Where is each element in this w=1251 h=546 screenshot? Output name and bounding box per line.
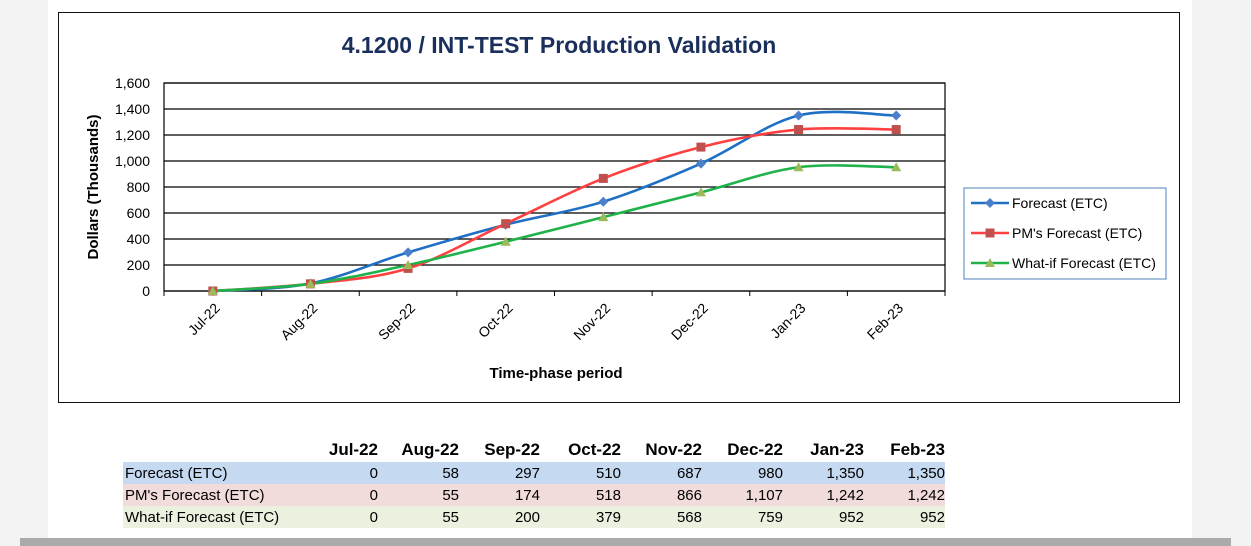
table-cell: 297 xyxy=(514,464,540,482)
horizontal-scrollbar[interactable] xyxy=(20,538,1231,546)
data-point xyxy=(403,247,414,258)
table-cell: 510 xyxy=(595,464,621,482)
x-tick-label: Dec-22 xyxy=(668,300,711,343)
column-header: Feb-23 xyxy=(890,440,945,459)
x-tick-label: Jul-22 xyxy=(185,300,223,338)
x-axis-label: Time-phase period xyxy=(489,365,622,382)
table-cell: 568 xyxy=(676,508,702,526)
table-cell: 518 xyxy=(595,486,621,504)
data-point xyxy=(598,212,609,222)
y-tick-label: 1,400 xyxy=(115,101,150,117)
column-header: Nov-22 xyxy=(645,440,702,459)
data-point xyxy=(305,278,316,288)
legend-marker xyxy=(985,228,995,238)
data-point xyxy=(695,158,706,169)
y-tick-label: 400 xyxy=(127,231,151,247)
row-label: Forecast (ETC) xyxy=(125,464,228,482)
table-cell: 200 xyxy=(514,508,540,526)
row-label: What-if Forecast (ETC) xyxy=(125,508,280,526)
data-point xyxy=(891,125,901,135)
legend: Forecast (ETC) PM's Forecast (ETC) What-if… xyxy=(963,187,1167,280)
data-point xyxy=(403,260,414,269)
y-tick-label: 600 xyxy=(127,205,151,221)
column-header: Dec-22 xyxy=(727,440,783,459)
chart-frame: 4.1200 / INT-TEST Production Validation … xyxy=(58,12,1180,403)
row-label: PM's Forecast (ETC) xyxy=(125,486,265,504)
data-point xyxy=(696,142,706,152)
data-point xyxy=(501,219,511,229)
table-cell: 980 xyxy=(757,464,783,482)
data-point xyxy=(891,110,902,121)
table-cell: 866 xyxy=(676,486,702,504)
table-cell: 1,350 xyxy=(907,464,945,482)
table-cell: 1,242 xyxy=(907,486,945,504)
column-header: Oct-22 xyxy=(568,440,621,459)
column-header: Aug-22 xyxy=(401,440,459,459)
data-point xyxy=(891,162,902,172)
series-line xyxy=(212,164,897,293)
data-point xyxy=(598,173,608,183)
data-point xyxy=(500,236,511,246)
legend-label: PM's Forecast (ETC) xyxy=(1012,225,1142,241)
legend-marker xyxy=(985,198,995,208)
series-line xyxy=(212,126,897,293)
legend-marker xyxy=(985,258,995,267)
table-cell: 1,107 xyxy=(745,486,783,504)
table-cell: 687 xyxy=(676,464,702,482)
y-tick-label: 200 xyxy=(127,257,151,273)
x-tick-label: Oct-22 xyxy=(475,300,516,341)
data-point xyxy=(695,187,706,197)
y-tick-label: 0 xyxy=(142,283,150,299)
line-chart: 4.1200 / INT-TEST Production Validation … xyxy=(85,32,1167,382)
table-cell: 55 xyxy=(442,508,459,526)
data-point xyxy=(207,286,218,295)
legend-label: Forecast (ETC) xyxy=(1012,195,1108,211)
data-point xyxy=(598,196,609,207)
x-tick-label: Nov-22 xyxy=(570,300,613,343)
x-tick-label: Aug-22 xyxy=(277,300,320,343)
table-cell: 952 xyxy=(919,508,945,526)
table-cell: 1,350 xyxy=(826,464,864,482)
data-point xyxy=(793,110,804,121)
data-table: Jul-22 Aug-22 Sep-22 Oct-22 Nov-22 Dec-22 Jan-… xyxy=(123,438,945,528)
table-header-row: Jul-22 Aug-22 Sep-22 Oct-22 Nov-22 Dec-22 Jan-… xyxy=(123,438,945,462)
y-tick-label: 1,000 xyxy=(115,153,150,169)
table-cell: 174 xyxy=(514,486,540,504)
table-cell: 952 xyxy=(838,508,864,526)
table-cell: 0 xyxy=(369,464,378,482)
table-cell: 0 xyxy=(369,508,378,526)
y-tick-label: 1,200 xyxy=(115,127,150,143)
data-point xyxy=(793,162,804,172)
table-cell: 759 xyxy=(757,508,783,526)
table-cell: 379 xyxy=(595,508,621,526)
column-header: Jul-22 xyxy=(328,440,378,459)
table-cell: 0 xyxy=(369,486,378,504)
table-row: Forecast (ETC) 0 58 297 510 687 980 1,350 1,350 xyxy=(123,462,945,484)
y-tick-label: 1,600 xyxy=(115,75,150,91)
column-header: Sep-22 xyxy=(484,440,540,459)
chart-title: 4.1200 / INT-TEST Production Validation xyxy=(342,32,777,58)
table-row: PM's Forecast (ETC) 0 55 174 518 866 1,107 1,24… xyxy=(123,484,945,506)
y-axis-label: Dollars (Thousands) xyxy=(85,114,102,259)
y-tick-label: 800 xyxy=(127,179,151,195)
data-point xyxy=(794,125,804,135)
series-line xyxy=(212,110,897,293)
table-cell: 1,242 xyxy=(826,486,864,504)
table-row: What-if Forecast (ETC) 0 55 200 379 568 759 952… xyxy=(123,506,945,528)
x-tick-label: Jan-23 xyxy=(767,300,809,342)
table-cell: 55 xyxy=(442,486,459,504)
x-tick-label: Feb-23 xyxy=(864,300,907,343)
legend-label: What-if Forecast (ETC) xyxy=(1012,255,1156,271)
column-header: Jan-23 xyxy=(810,440,864,459)
table-cell: 58 xyxy=(442,464,459,482)
x-tick-label: Sep-22 xyxy=(375,300,418,343)
